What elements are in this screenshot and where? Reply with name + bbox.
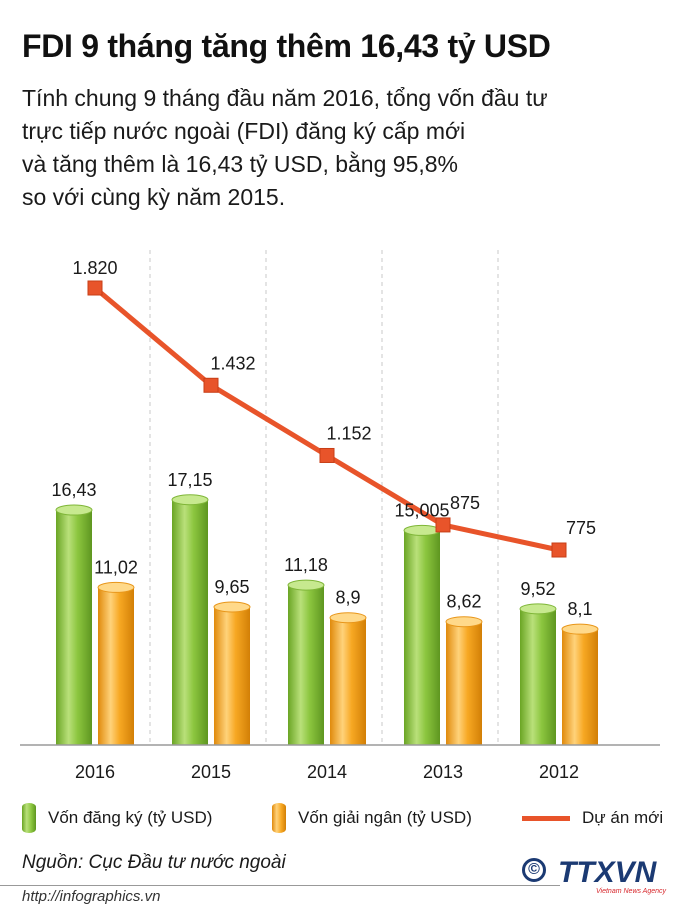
- logo-text: TTXVN: [558, 856, 658, 889]
- green-bar-label: 9,52: [520, 579, 555, 599]
- source-url[interactable]: http://infographics.vn: [22, 888, 161, 905]
- orange-bar-body: [214, 607, 250, 745]
- green-bar-cap: [287, 579, 325, 591]
- orange-bar-cap: [561, 623, 599, 635]
- project-line-label: 1.432: [210, 353, 255, 373]
- green-bar: [55, 504, 93, 745]
- green-bar-label: 11,18: [284, 555, 328, 575]
- green-bar-swatch-icon: [22, 803, 36, 833]
- project-line-marker: [87, 280, 103, 296]
- fdi-chart: 16,43 11,02 17,15 9,65 11,18 8,9 15,005 8,62 9,5…: [20, 250, 660, 782]
- green-bar-label: 16,43: [51, 480, 96, 500]
- orange-bar-label: 9,65: [214, 577, 249, 597]
- green-bar: [287, 579, 325, 745]
- project-line-marker: [203, 377, 219, 393]
- project-line-marker: [435, 517, 451, 533]
- copyright-icon: ©: [522, 858, 546, 882]
- green-bar: [171, 494, 209, 745]
- green-bar-body: [404, 530, 440, 745]
- legend-item-disbursed: Vốn giải ngân (tỷ USD): [272, 800, 472, 836]
- orange-bar-label: 8,9: [335, 588, 360, 608]
- orange-bar: [561, 623, 599, 745]
- x-tick-label: 2012: [539, 762, 579, 782]
- page-title: FDI 9 tháng tăng thêm 16,43 tỷ USD: [22, 28, 551, 64]
- green-bar-body: [172, 499, 208, 745]
- data-labels: 16,43 11,02 17,15 9,65 11,18 8,9 15,005 8,62 9,5…: [51, 258, 596, 619]
- subtitle-line: trực tiếp nước ngoài (FDI) đăng ký cấp m…: [22, 118, 466, 144]
- subtitle-line: so với cùng kỳ năm 2015.: [22, 184, 286, 210]
- green-bar-cap: [403, 524, 441, 536]
- bars: [55, 494, 599, 745]
- x-tick-label: 2014: [307, 762, 347, 782]
- orange-bar-cap: [329, 612, 367, 624]
- green-bar-cap: [171, 494, 209, 506]
- legend-label: Dự án mới: [582, 808, 664, 827]
- legend-label: Vốn giải ngân (tỷ USD): [298, 808, 472, 827]
- orange-bar-cap: [97, 581, 135, 593]
- green-bar-cap: [519, 603, 557, 615]
- orange-bar-label: 11,02: [94, 557, 138, 577]
- project-line-label: 1.152: [326, 423, 371, 443]
- x-tick-label: 2015: [191, 762, 231, 782]
- orange-bar-label: 8,62: [446, 592, 481, 612]
- x-tick-label: 2016: [75, 762, 115, 782]
- subtitle-line: và tăng thêm là 16,43 tỷ USD, bằng 95,8%: [22, 151, 458, 177]
- green-bar-body: [520, 608, 556, 745]
- legend-item-new-projects: Dự án mới: [522, 800, 663, 836]
- page-subtitle: Tính chung 9 tháng đầu năm 2016, tổng vố…: [22, 82, 662, 214]
- orange-bar: [97, 581, 135, 745]
- orange-bar-body: [562, 629, 598, 745]
- project-line-marker: [551, 542, 567, 558]
- x-axis: 2016 2015 2014 2013 2012: [20, 744, 660, 782]
- orange-bar-label: 8,1: [567, 599, 592, 619]
- project-line-label: 875: [450, 493, 480, 513]
- orange-bar: [445, 616, 483, 745]
- orange-bar-cap: [213, 601, 251, 613]
- orange-line-swatch-icon: [522, 815, 570, 821]
- orange-bar: [329, 612, 367, 745]
- project-line-label: 1.820: [72, 258, 117, 278]
- orange-bar-body: [446, 621, 482, 745]
- green-bar-body: [56, 510, 92, 745]
- source-note: Nguồn: Cục Đầu tư nước ngoài: [22, 852, 286, 873]
- ttxvn-logo: TTXVN Vietnam News Agency: [558, 856, 667, 895]
- green-bar: [403, 524, 441, 745]
- orange-bar-body: [98, 587, 134, 745]
- project-line-path: [93, 286, 560, 553]
- green-bar: [519, 603, 557, 745]
- orange-bar: [213, 601, 251, 745]
- legend-item-registered: Vốn đăng ký (tỷ USD): [22, 800, 212, 836]
- logo-subtext: Vietnam News Agency: [596, 888, 667, 895]
- orange-bar-cap: [445, 616, 483, 628]
- green-bar-body: [288, 585, 324, 745]
- project-line: [87, 280, 567, 558]
- orange-bar-swatch-icon: [272, 803, 286, 833]
- subtitle-line: Tính chung 9 tháng đầu năm 2016, tổng vố…: [22, 85, 548, 111]
- legend-label: Vốn đăng ký (tỷ USD): [48, 808, 213, 827]
- x-tick-label: 2013: [423, 762, 463, 782]
- project-line-label: 775: [566, 518, 596, 538]
- legend: Vốn đăng ký (tỷ USD) Vốn giải ngân (tỷ U…: [0, 800, 680, 836]
- footer-divider: [0, 885, 560, 886]
- project-line-marker: [319, 447, 335, 463]
- orange-bar-body: [330, 617, 366, 745]
- green-bar-label: 17,15: [167, 470, 212, 490]
- green-bar-cap: [55, 504, 93, 516]
- green-bar-label: 15,005: [394, 500, 449, 520]
